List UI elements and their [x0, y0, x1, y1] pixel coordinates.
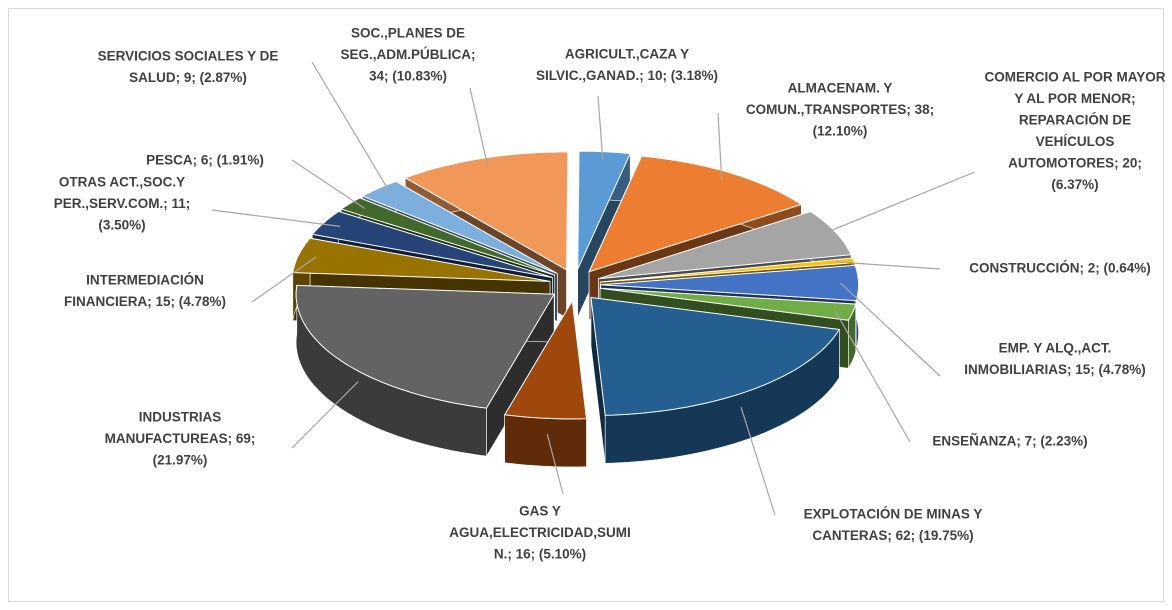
- leader-line: [717, 112, 723, 181]
- data-label: 34; (10.83%): [369, 69, 447, 84]
- data-label: SERVICIOS SOCIALES Y DE: [98, 49, 279, 64]
- slice: [600, 264, 860, 302]
- leader-line: [597, 95, 604, 161]
- data-label: (3.50%): [98, 218, 145, 233]
- data-label: EMP. Y ALQ.,ACT.: [999, 341, 1112, 356]
- leader-line: [291, 159, 365, 209]
- slice: [295, 284, 555, 409]
- leader-line: [311, 61, 392, 195]
- data-label: AGRICULT.,CAZA Y: [565, 47, 689, 62]
- leader-line: [469, 87, 489, 167]
- slice: [600, 287, 857, 321]
- leader-line: [546, 433, 564, 495]
- slice-wall: [504, 414, 587, 468]
- data-label: GAS Y: [519, 504, 561, 519]
- leader-line: [740, 406, 776, 516]
- data-label: COMERCIO AL POR MAYOR: [984, 70, 1165, 85]
- data-label: INTERMEDIACIÓN: [86, 273, 204, 288]
- data-label: ENSEÑANZA; 7; (2.23%): [932, 434, 1087, 449]
- data-label: (12.10%): [813, 124, 868, 139]
- leader-line: [840, 282, 941, 377]
- slice: [588, 155, 803, 273]
- slice: [598, 210, 852, 280]
- data-label: SOC.,PLANES DE: [351, 26, 465, 41]
- data-label: PER.,SERV.COM.; 11;: [54, 196, 191, 211]
- data-label: ALMACENAM. Y: [788, 81, 893, 96]
- data-label: INMOBILIARIAS; 15; (4.78%): [964, 362, 1146, 377]
- data-label: SILVIC.,GANAD.; 10; (3.18%): [536, 68, 718, 83]
- data-labels: AGRICULT.,CAZA Y SILVIC.,GANAD.; 10; (3.1…: [54, 26, 1166, 562]
- data-label: SEG.,ADM.PÚBLICA;: [341, 47, 476, 62]
- leader-line: [291, 381, 359, 449]
- data-label: VEHÍCULOS: [1036, 134, 1115, 149]
- data-label: CANTERAS; 62; (19.75%): [812, 528, 973, 543]
- slice: [292, 237, 551, 282]
- leader-line: [251, 256, 317, 303]
- data-label: MANUFACTUREAS; 69;: [105, 431, 256, 446]
- data-label: SALUD; 9; (2.87%): [129, 70, 247, 85]
- data-label: OTRAS ACT.,SOC.Y: [59, 175, 185, 190]
- data-label: REPARACIÓN DE: [1019, 113, 1131, 128]
- slice: [361, 180, 558, 274]
- slice: [577, 150, 631, 270]
- data-label: N.; 16; (5.10%): [494, 547, 586, 562]
- slice: [339, 197, 555, 276]
- data-label: AUTOMOTORES; 20;: [1008, 156, 1142, 171]
- slice: [311, 210, 553, 278]
- leader-line: [835, 261, 941, 270]
- data-label: (21.97%): [153, 453, 208, 468]
- data-label: COMUN.,TRANSPORTES; 38;: [746, 102, 934, 117]
- data-label: INDUSTRIAS: [139, 410, 222, 425]
- data-label: (6.37%): [1051, 177, 1098, 192]
- pie-body: [292, 150, 860, 468]
- slice: [404, 151, 569, 271]
- data-label: AGUA,ELECTRICIDAD,SUMI: [449, 525, 631, 540]
- leader-lines: [211, 61, 976, 516]
- data-label: FINANCIERA; 15; (4.78%): [64, 294, 226, 309]
- slice: [590, 296, 841, 416]
- data-label: CONSTRUCCIÓN; 2; (0.64%): [969, 261, 1151, 276]
- leader-line: [834, 310, 911, 443]
- chart-frame: [8, 8, 1164, 602]
- leader-line: [211, 209, 341, 227]
- data-label: Y AL POR MENOR;: [1014, 91, 1135, 106]
- data-label: EXPLOTACIÓN DE MINAS Y: [804, 507, 983, 522]
- slice: [503, 299, 588, 420]
- data-label: PESCA; 6; (1.91%): [146, 153, 264, 168]
- leader-line: [818, 171, 976, 236]
